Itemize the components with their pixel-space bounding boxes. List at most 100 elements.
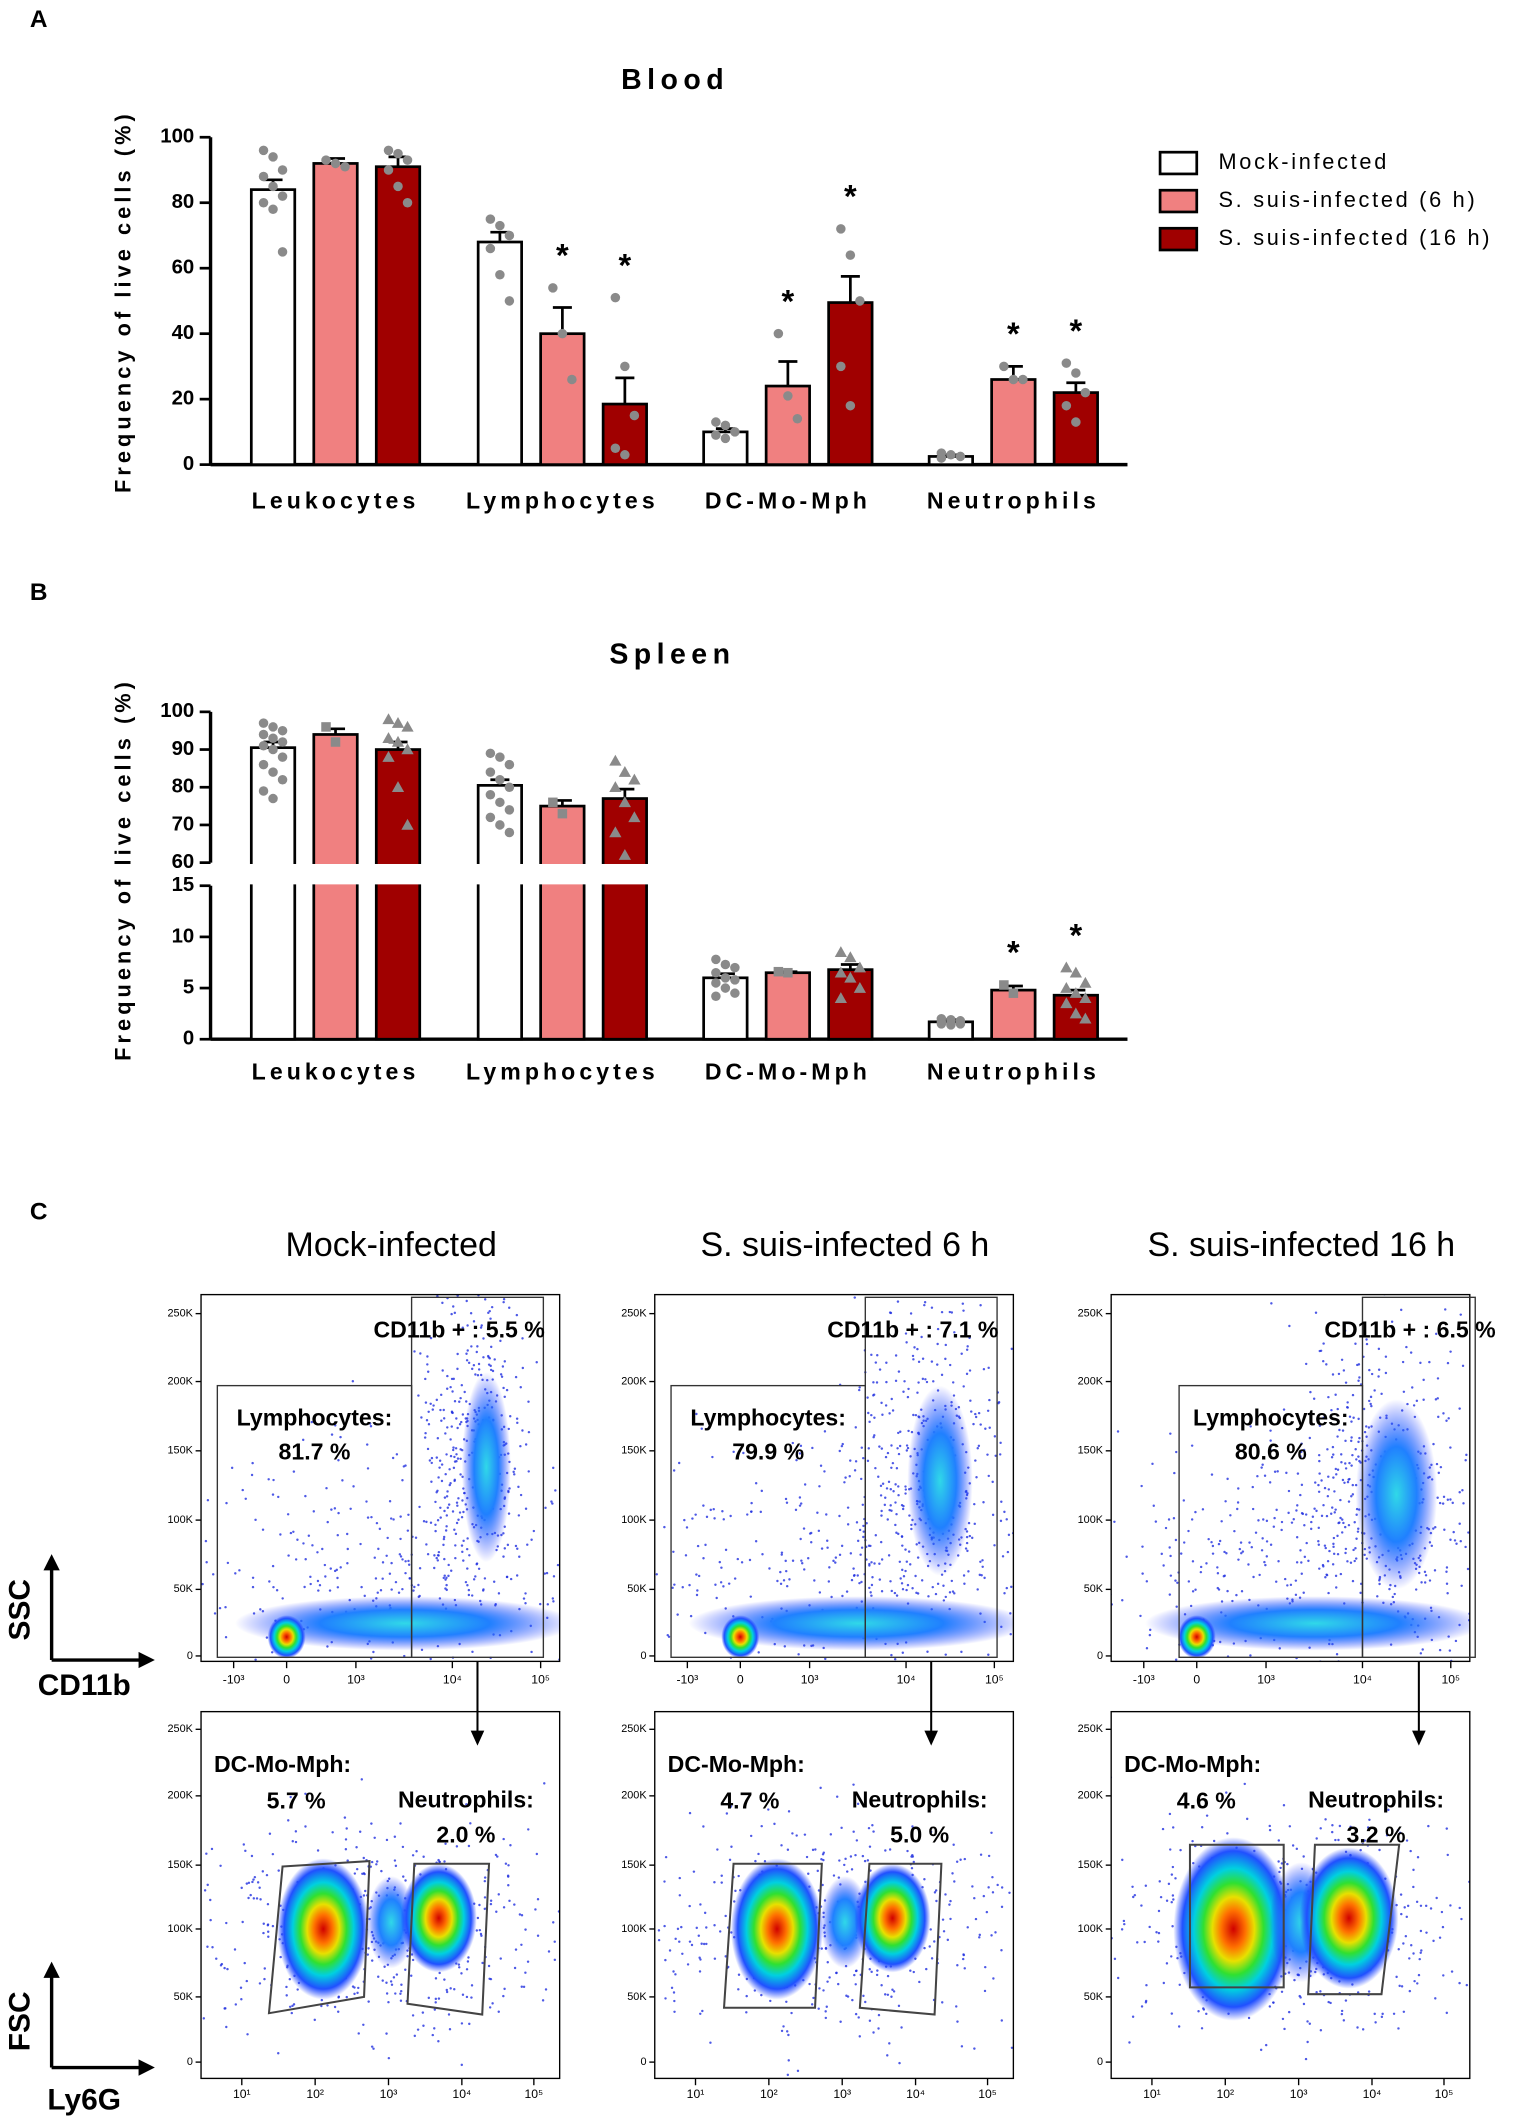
- y-tick-label: 100: [160, 700, 194, 722]
- event-dot: [796, 2069, 800, 2073]
- event-dot: [825, 1513, 828, 1516]
- event-dot: [375, 1860, 379, 1863]
- event-dot: [790, 2011, 793, 2015]
- event-dot: [478, 1903, 481, 1907]
- event-dot: [780, 1844, 783, 1847]
- event-dot: [859, 1553, 862, 1556]
- event-dot: [1357, 1440, 1360, 1444]
- event-dot: [451, 1448, 455, 1452]
- event-dot: [272, 1478, 275, 1482]
- event-dot: [1300, 1572, 1303, 1575]
- event-dot: [362, 1856, 365, 1860]
- event-dot: [1332, 1536, 1336, 1540]
- event-dot: [1443, 1528, 1446, 1531]
- data-point: [330, 737, 341, 747]
- event-dot: [489, 1364, 492, 1368]
- event-dot: [301, 1438, 305, 1442]
- event-dot: [885, 1361, 888, 1364]
- event-dot: [448, 2028, 452, 2031]
- data-point: [504, 230, 515, 241]
- x-tick-label: 10²: [760, 2087, 778, 2101]
- event-dot: [366, 1467, 370, 1470]
- event-dot: [1350, 1436, 1353, 1439]
- event-dot: [1403, 1906, 1406, 1909]
- event-dot: [323, 1563, 327, 1567]
- event-dot: [1168, 1546, 1171, 1549]
- event-dot: [1322, 1342, 1325, 1345]
- event-dot: [1236, 1501, 1240, 1504]
- event-dot: [1280, 1528, 1283, 1532]
- event-dot: [930, 1360, 934, 1363]
- event-dot: [713, 1517, 716, 1520]
- event-dot: [1402, 2010, 1406, 2014]
- event-dot: [1327, 1591, 1330, 1595]
- event-dot: [1190, 1518, 1194, 1521]
- event-dot: [519, 1386, 522, 1389]
- event-dot: [263, 1967, 266, 1970]
- event-dot: [1406, 1904, 1410, 1908]
- event-dot: [705, 1926, 708, 1929]
- event-dot: [1370, 1372, 1374, 1376]
- plot-title: S. suis-infected 16 h: [1148, 1226, 1456, 1264]
- event-dot: [885, 1380, 888, 1384]
- event-dot: [553, 1940, 556, 1943]
- event-dot: [499, 1373, 503, 1376]
- event-dot: [936, 1327, 940, 1331]
- event-dot: [892, 1990, 896, 1993]
- event-dot: [1286, 1862, 1289, 1866]
- event-dot: [880, 1514, 883, 1517]
- event-dot: [901, 1568, 904, 1572]
- data-point: [330, 158, 341, 169]
- event-dot: [458, 1511, 462, 1514]
- event-dot: [513, 1966, 517, 1970]
- event-dot: [489, 1317, 492, 1320]
- event-dot: [1402, 1942, 1405, 1945]
- event-dot: [1113, 1957, 1117, 1961]
- event-dot: [1420, 1949, 1423, 1952]
- event-dot: [420, 1416, 423, 1419]
- event-dot: [487, 1311, 490, 1315]
- density-blob: [235, 1596, 560, 1651]
- event-dot: [891, 1461, 895, 1465]
- event-dot: [1437, 1471, 1441, 1475]
- event-dot: [365, 1443, 369, 1446]
- event-dot: [368, 1422, 372, 1425]
- event-dot: [883, 1993, 887, 1996]
- event-dot: [691, 1517, 694, 1520]
- event-dot: [370, 1515, 373, 1519]
- event-dot: [465, 1968, 469, 1971]
- event-dot: [867, 1411, 870, 1415]
- event-dot: [782, 2025, 785, 2028]
- event-dot: [450, 1425, 453, 1428]
- event-dot: [436, 1559, 440, 1562]
- event-dot: [880, 1590, 884, 1593]
- event-dot: [904, 1488, 908, 1491]
- event-dot: [1256, 1474, 1259, 1478]
- event-dot: [1343, 1525, 1347, 1529]
- event-dot: [1419, 1904, 1423, 1908]
- event-dot: [740, 1561, 744, 1564]
- event-dot: [1306, 2040, 1309, 2044]
- event-dot: [1282, 1804, 1286, 1807]
- event-dot: [437, 2040, 440, 2043]
- event-dot: [1287, 2010, 1291, 2014]
- data-point: [268, 744, 278, 755]
- event-dot: [1173, 1471, 1176, 1475]
- event-dot: [971, 1885, 974, 1888]
- event-dot: [714, 1583, 717, 1586]
- event-dot: [1133, 1893, 1137, 1897]
- event-dot: [1269, 1543, 1273, 1546]
- event-dot: [443, 1509, 446, 1513]
- event-dot: [846, 1523, 850, 1526]
- event-dot: [688, 1811, 692, 1815]
- event-dot: [490, 1305, 494, 1309]
- event-dot: [466, 1324, 469, 1327]
- event-dot: [417, 1583, 420, 1587]
- event-dot: [1236, 1507, 1239, 1511]
- event-dot: [962, 1953, 965, 1956]
- event-dot: [552, 1921, 555, 1924]
- event-dot: [805, 1855, 809, 1859]
- event-dot: [873, 1416, 876, 1419]
- event-dot: [1177, 2025, 1181, 2028]
- data-point: [629, 410, 640, 421]
